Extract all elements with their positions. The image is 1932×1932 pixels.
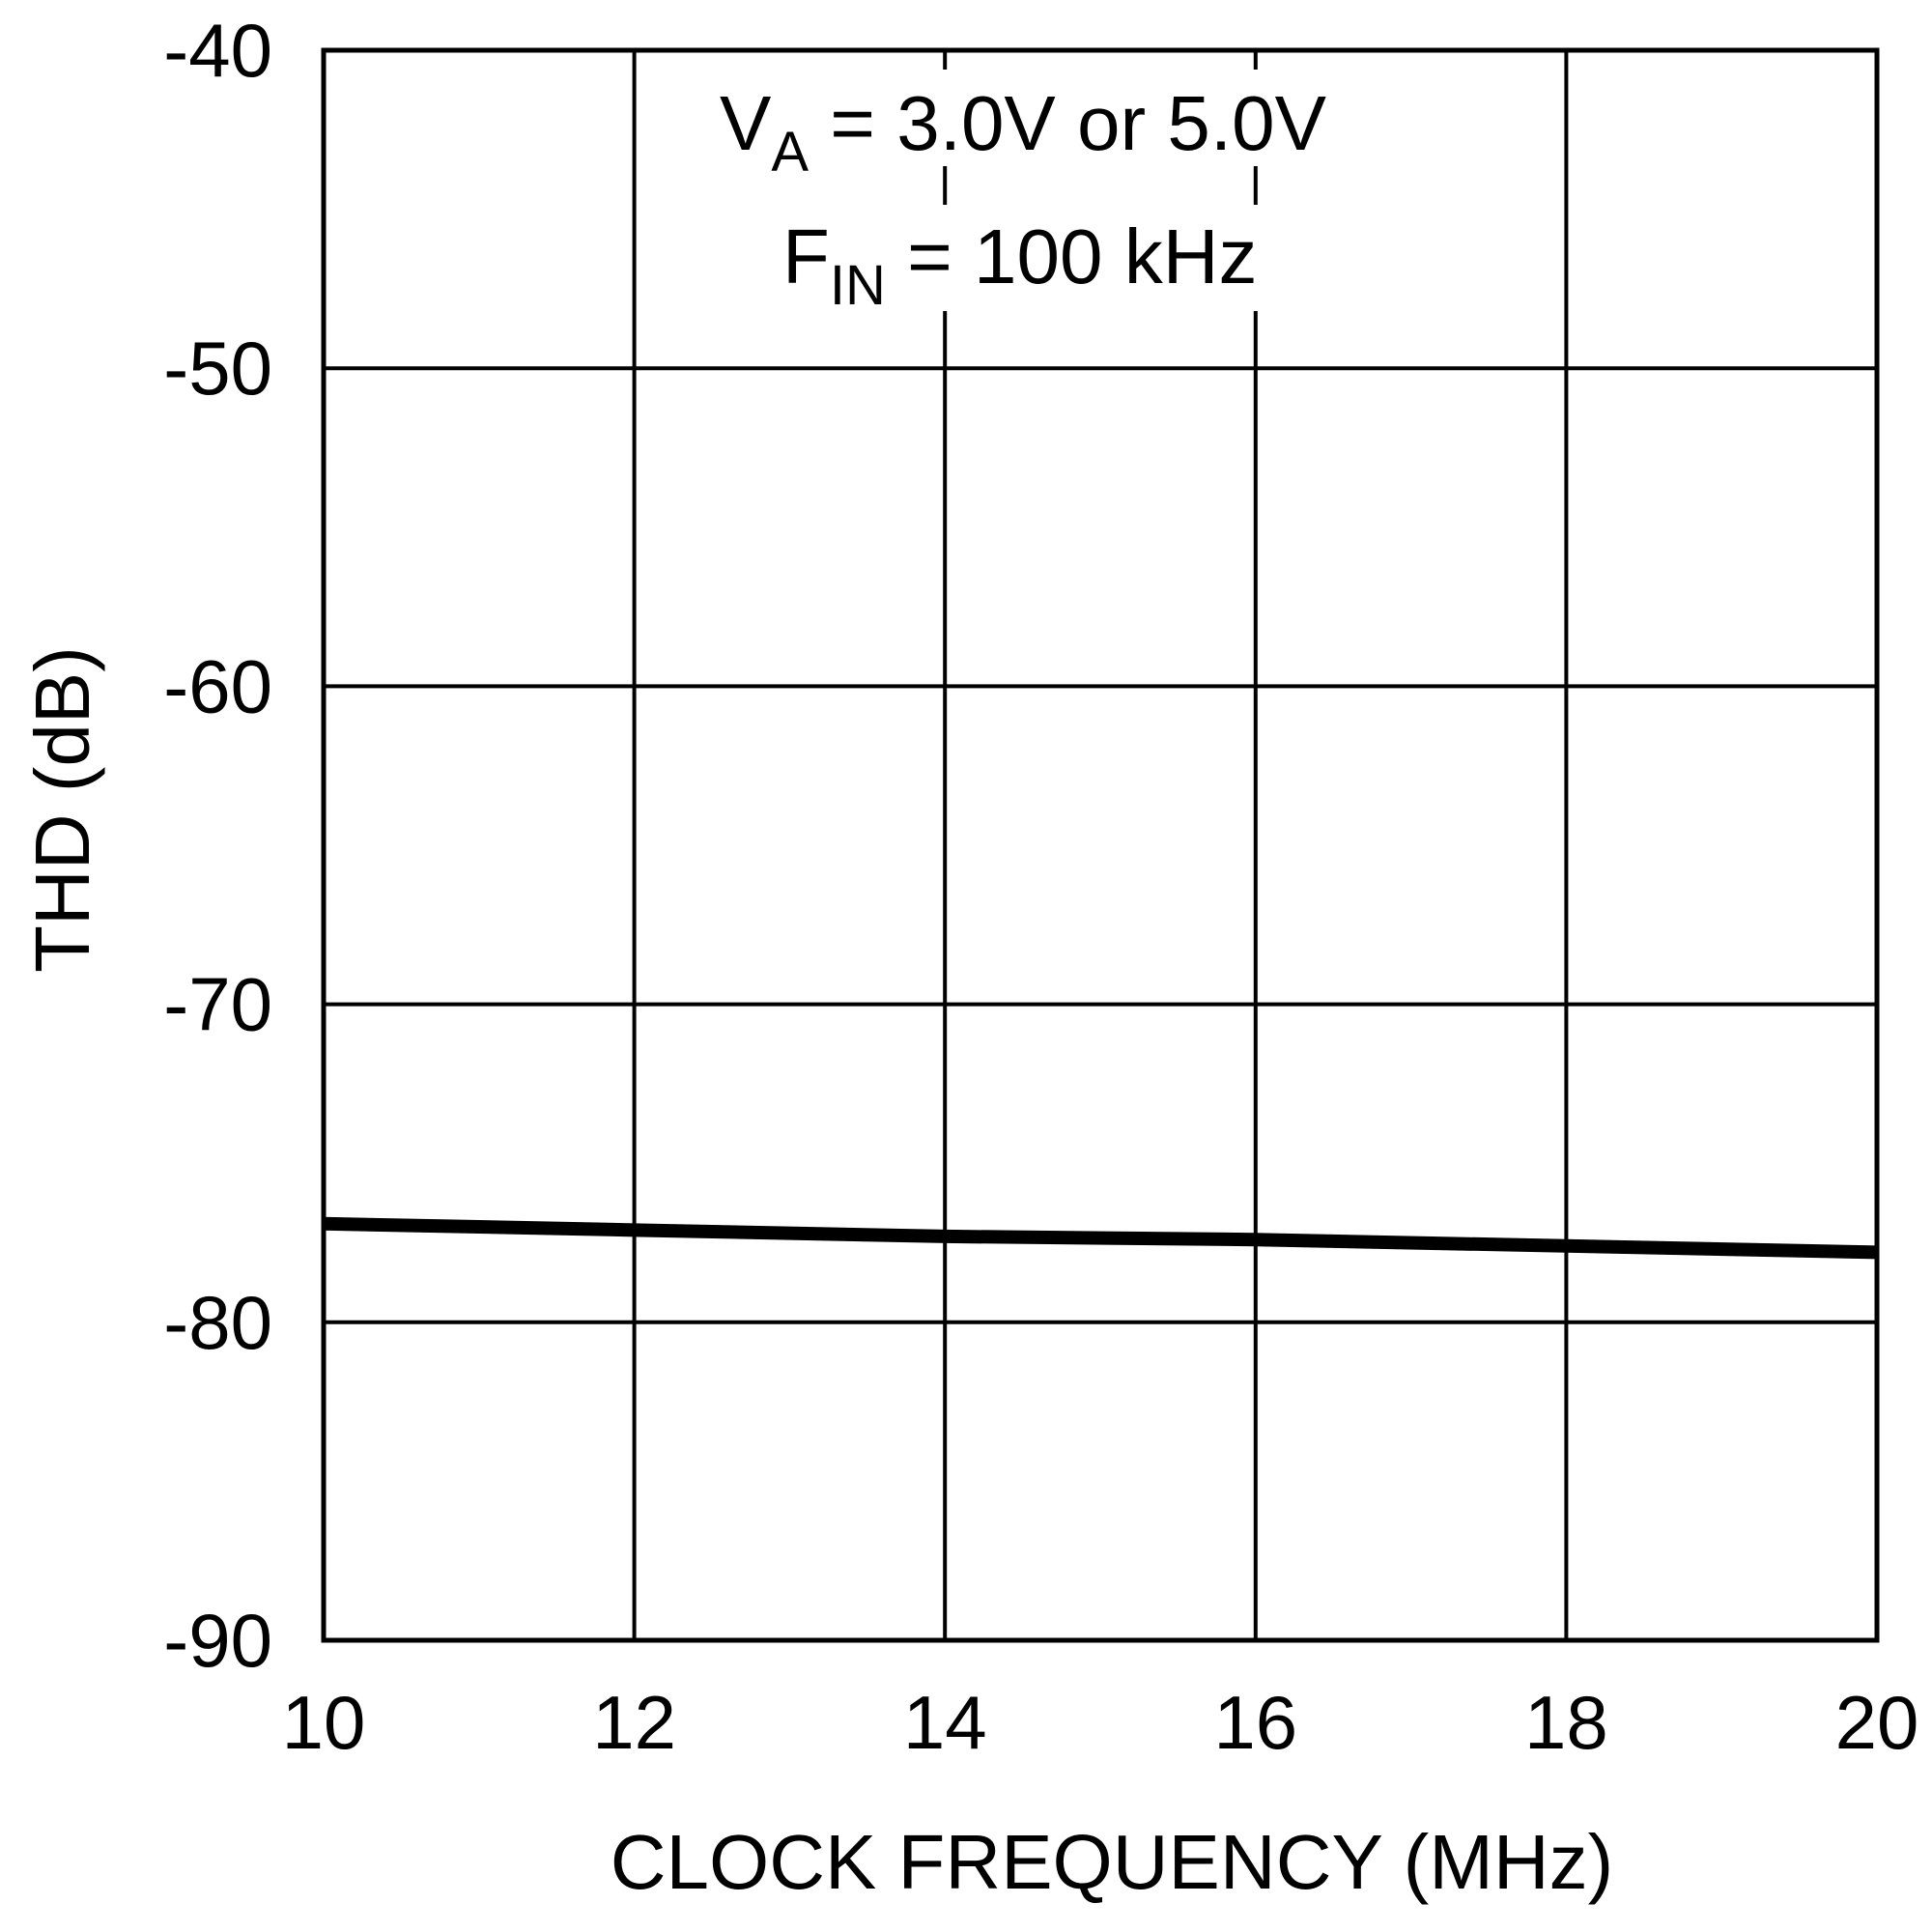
x-tick-label: 20: [1835, 1680, 1919, 1765]
y-tick-label: -90: [163, 1598, 272, 1683]
x-axis-title: CLOCK FREQUENCY (MHz): [611, 1819, 1614, 1905]
x-tick-label: 16: [1213, 1680, 1297, 1765]
y-tick-label: -40: [163, 8, 272, 93]
x-tick-label: 12: [592, 1680, 676, 1765]
x-tick-label: 14: [903, 1680, 987, 1765]
x-tick-label: 10: [282, 1680, 366, 1765]
y-axis-title: THD (dB): [19, 646, 105, 973]
plot-frame: [321, 47, 1880, 1643]
x-tick-labels: 10 12 14 16 18 20: [282, 1680, 1919, 1765]
annotation-supply-voltage: VA = 3.0V or 5.0V: [720, 80, 1327, 184]
y-tick-label: -50: [163, 326, 272, 411]
x-tick-label: 18: [1524, 1680, 1608, 1765]
series-line: [323, 1216, 1878, 1260]
y-tick-label: -80: [163, 1280, 272, 1365]
grid-lines: [324, 50, 1877, 1640]
annotation-background: [700, 70, 1415, 166]
y-tick-label: -70: [163, 962, 272, 1047]
series-layer: [323, 1216, 1878, 1260]
y-tick-labels: -40 -50 -60 -70 -80 -90: [163, 8, 272, 1683]
annotation-input-frequency: FIN = 100 kHz: [782, 213, 1258, 317]
annotation-background: [763, 205, 1333, 311]
y-tick-label: -60: [163, 643, 272, 728]
